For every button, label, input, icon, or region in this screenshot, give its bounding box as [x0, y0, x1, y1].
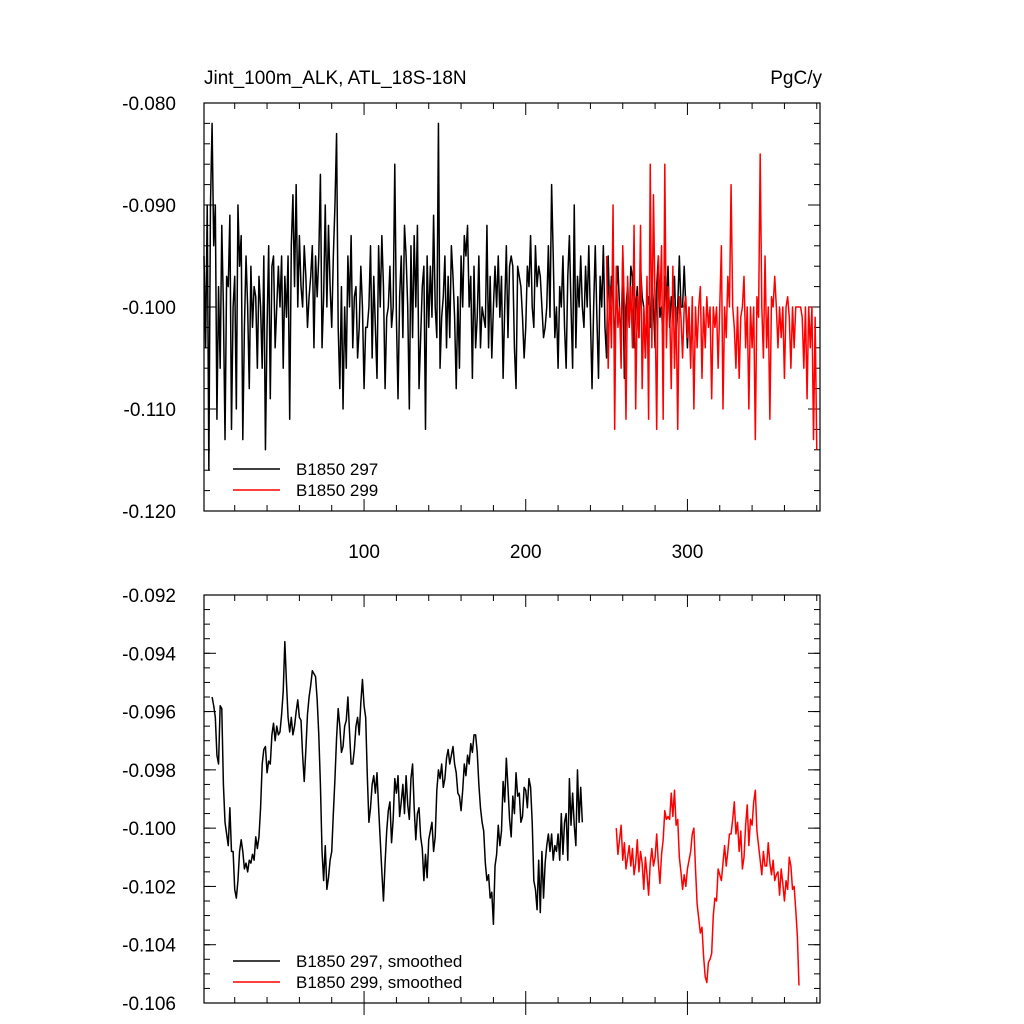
legend-label-299-smoothed: B1850 299, smoothed: [296, 973, 462, 992]
y-tick-label: -0.104: [122, 936, 176, 957]
y-tick-label: -0.090: [122, 196, 176, 217]
y-tick-label: -0.100: [122, 298, 176, 319]
series-line-b1850-299-smoothed: [615, 789, 800, 986]
units-label: PgC/y: [770, 68, 822, 89]
top-series-group: [203, 122, 818, 471]
chart-title: Jint_100m_ALK, ATL_18S-18N: [204, 68, 467, 89]
legend-label-297: B1850 297: [296, 460, 378, 479]
y-tick-label: -0.110: [124, 400, 176, 421]
series-line-b1850-297-smoothed: [211, 640, 584, 926]
x-tick-label: 200: [510, 542, 542, 563]
top-axis-ticks: -0.120 -0.110 -0.100 -0.090 -0.080 100 200 300: [122, 94, 820, 563]
series-line-b1850-297: [203, 122, 690, 471]
top-plot-frame: [203, 102, 821, 512]
x-tick-label: 300: [672, 542, 704, 563]
y-tick-label: -0.106: [122, 994, 176, 1015]
bottom-axis-ticks: -0.106 -0.104 -0.102 -0.100 -0.098 -0.096 -0.0…: [122, 586, 820, 1015]
y-tick-label: -0.092: [122, 586, 176, 607]
y-tick-label: -0.080: [122, 94, 176, 115]
y-tick-label: -0.120: [122, 502, 176, 523]
legend-label-299: B1850 299: [296, 481, 378, 500]
x-tick-label: 100: [348, 542, 380, 563]
y-tick-label: -0.098: [122, 761, 176, 782]
top-chart: Jint_100m_ALK, ATL_18S-18N PgC/y -0.120-…: [122, 68, 822, 563]
bottom-plot-frame: [203, 594, 821, 1004]
top-legend: B1850 297 B1850 299: [233, 460, 378, 500]
y-tick-label: -0.102: [122, 877, 176, 898]
legend-label-297-smoothed: B1850 297, smoothed: [296, 952, 462, 971]
bottom-chart: -0.106 -0.104 -0.102 -0.100 -0.098 -0.096 -0.0…: [122, 586, 821, 1015]
y-tick-label: -0.100: [122, 819, 176, 840]
bottom-legend: B1850 297, smoothed B1850 299, smoothed: [233, 952, 462, 992]
y-tick-label: -0.096: [122, 703, 176, 724]
y-tick-label: -0.094: [122, 644, 176, 665]
series-line-b1850-299: [605, 153, 818, 450]
bottom-series-group: [211, 640, 800, 986]
